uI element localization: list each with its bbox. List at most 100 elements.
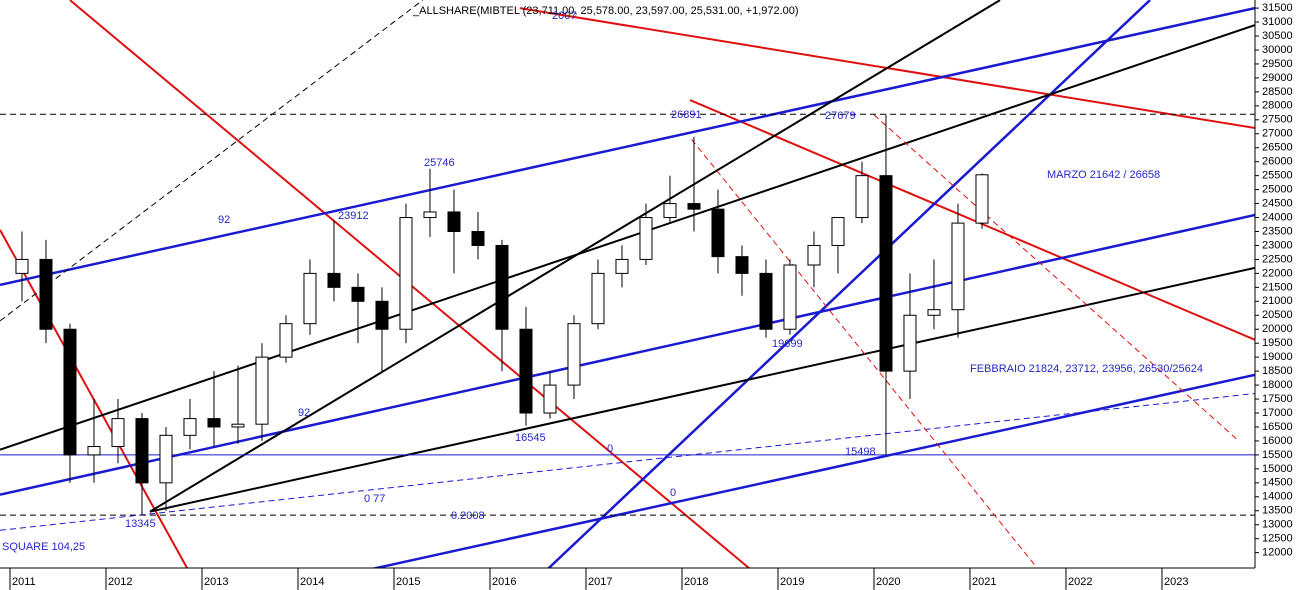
y-tick-label: 30000 [1262,44,1293,56]
y-tick-label: 29000 [1262,72,1293,84]
candle-body [15,258,29,274]
annotations: 2007 26891 27679 25746 23912 92 MARZO 21… [2,10,1203,553]
x-tick-label: 2020 [876,576,900,588]
annotation: 0 77 [364,493,385,505]
candle-body [207,418,221,428]
trendline [691,139,1038,568]
y-tick-label: 16500 [1262,421,1293,433]
candle-body [39,258,53,330]
x-tick-label: 2019 [780,576,804,588]
x-tick-label: 2021 [972,576,996,588]
y-tick-label: 27000 [1262,128,1293,140]
y-tick-label: 20000 [1262,323,1293,335]
candle-body [855,175,869,219]
annotation: 0.2008 [451,510,485,522]
candle-body [399,217,413,330]
candle-body [63,328,77,456]
y-tick-label: 18000 [1262,379,1293,391]
y-tick-label: 21500 [1262,281,1293,293]
y-tick-label: 15500 [1262,449,1293,461]
x-tick-label: 2012 [108,576,132,588]
candle-body [903,314,917,372]
annotation: FEBBRAIO 21824, 23712, 23956, 26530/2562… [970,363,1203,375]
candle-body [783,264,797,330]
x-tick-label: 2011 [12,576,36,588]
candle-body [639,217,653,260]
trendline [0,392,1255,531]
y-tick-label: 24000 [1262,211,1293,223]
annotation: SQUARE 104,25 [2,541,85,553]
chart-title: _ALLSHARE(MIBTEL (23,711.00, 25,578.00, … [412,5,799,17]
y-tick-label: 31000 [1262,16,1293,28]
annotation: 92 [298,407,310,419]
y-tick-label: 30500 [1262,30,1293,42]
candle-body [375,300,389,330]
candle-body [159,434,173,484]
candle-body [111,418,125,448]
candle-body [87,446,101,456]
candle-body [591,272,605,325]
candle-body [327,272,341,288]
y-tick-label: 26000 [1262,156,1293,168]
candle-body [519,328,533,414]
y-tick-label: 19000 [1262,351,1293,363]
y-tick-label: 25500 [1262,170,1293,182]
y-tick-label: 12500 [1262,533,1293,545]
candle-body [567,323,581,386]
y-tick-label: 14000 [1262,491,1293,503]
trendlines [0,0,1255,568]
annotation: 27679 [825,110,856,122]
trendline [149,0,1001,513]
candle-body [687,203,701,210]
candle-body [951,222,965,311]
y-tick-label: 17000 [1262,407,1293,419]
x-tick-label: 2022 [1068,576,1092,588]
x-tick-label: 2017 [588,576,612,588]
candle-body [879,175,893,372]
candle-body [663,203,677,219]
y-tick-label: 13500 [1262,505,1293,517]
candle-body [255,356,269,425]
y-tick-label: 22000 [1262,267,1293,279]
candle-body [927,309,941,316]
y-tick-label: 12000 [1262,547,1293,559]
y-tick-label: 23000 [1262,239,1293,251]
trendline [0,6,1255,287]
annotation: 0 [670,487,676,499]
trendline [873,114,1240,442]
candle-body [807,244,821,266]
candle-body [711,208,725,258]
y-tick-label: 29500 [1262,58,1293,70]
annotation: 15498 [845,446,876,458]
annotation: 23912 [338,210,369,222]
candle-body [759,272,773,330]
y-tick-label: 28500 [1262,86,1293,98]
candle-body [831,217,845,246]
candle-body [447,211,461,233]
y-tick-label: 15000 [1262,463,1293,475]
annotation: 26891 [671,109,702,121]
x-tick-label: 2014 [300,576,324,588]
candles [15,114,989,516]
annotation: 16545 [515,432,546,444]
candle-body [495,244,509,330]
trendline [0,0,424,322]
y-tick-label: 27500 [1262,114,1293,126]
y-tick-label: 28000 [1262,100,1293,112]
x-tick-label: 2015 [396,576,420,588]
y-tick-label: 17500 [1262,393,1293,405]
annotation: 25746 [424,157,455,169]
y-tick-label: 21000 [1262,295,1293,307]
y-tick-label: 18500 [1262,365,1293,377]
y-tick-label: 31500 [1262,2,1293,14]
candle-body [231,423,245,428]
trendline [689,99,1255,341]
candle-body [975,174,989,224]
trendline [0,213,1255,496]
y-tick-label: 13000 [1262,519,1293,531]
y-tick-label: 16000 [1262,435,1293,447]
y-tick-label: 20500 [1262,309,1293,321]
